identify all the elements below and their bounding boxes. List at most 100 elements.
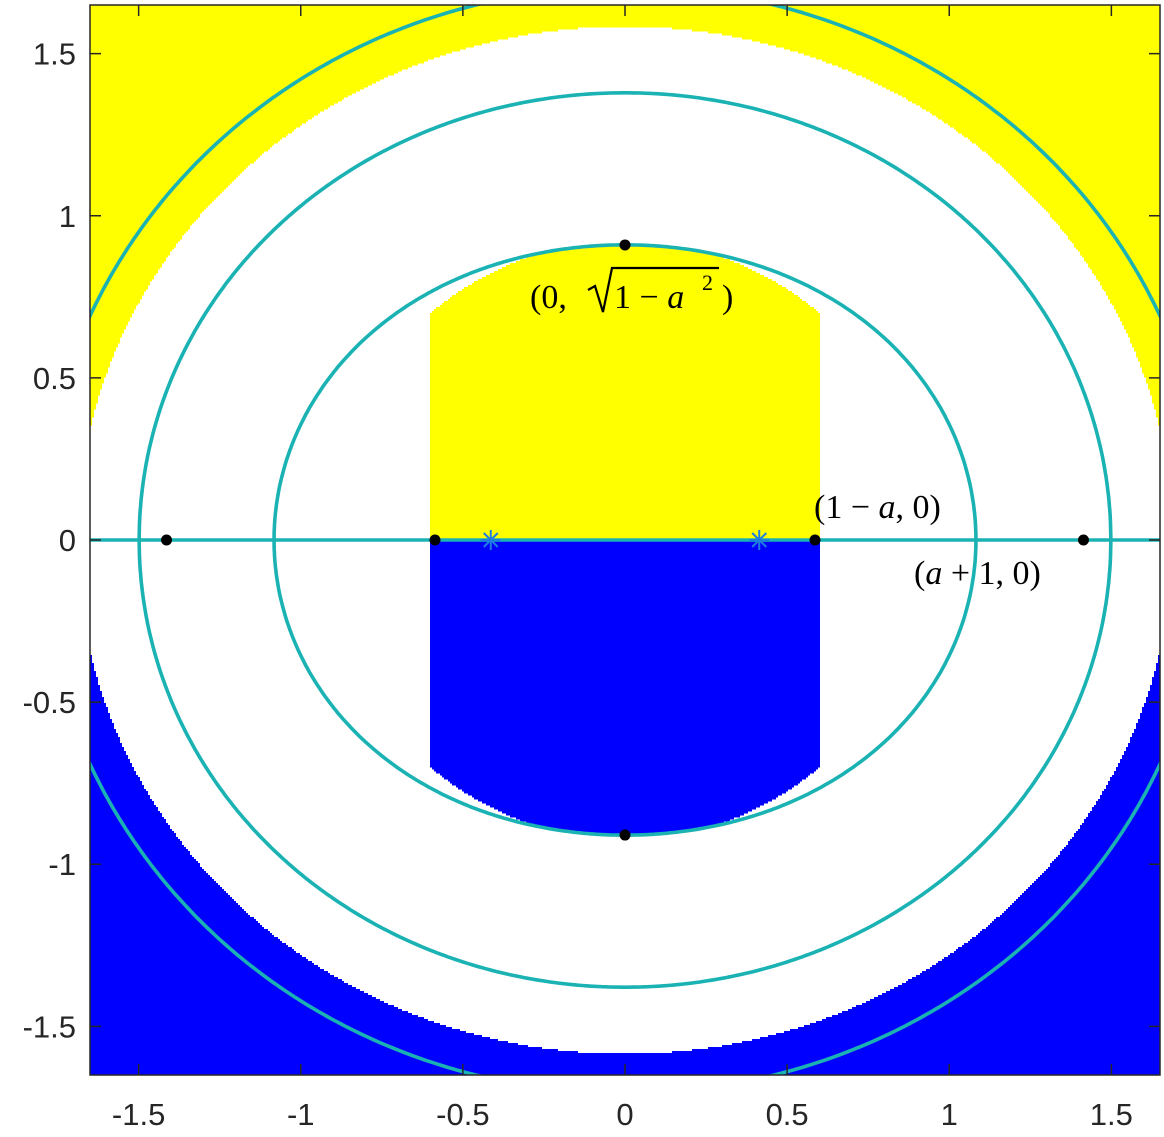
region-cell	[430, 465, 820, 468]
region-cell	[430, 751, 820, 754]
region-cell	[1032, 883, 1160, 886]
region-cell	[430, 487, 820, 490]
region-cell	[90, 261, 164, 264]
region-cell	[972, 141, 1160, 144]
region-cell	[430, 711, 820, 714]
region-cell	[90, 311, 134, 314]
filled-regions	[90, 5, 1160, 1075]
region-cell	[430, 445, 820, 448]
region-cell	[954, 127, 1160, 130]
region-cell	[1128, 745, 1160, 748]
data-point	[619, 239, 631, 251]
region-cell	[90, 711, 108, 714]
region-cell	[90, 949, 294, 952]
region-cell	[90, 271, 158, 274]
region-cell	[1084, 821, 1160, 824]
region-cell	[430, 483, 820, 486]
region-cell	[1156, 415, 1160, 418]
region-cell	[1154, 407, 1160, 410]
region-cell	[1122, 323, 1160, 326]
region-cell	[1144, 375, 1160, 378]
region-cell	[90, 751, 126, 754]
region-cell	[90, 19, 1160, 22]
region-cell	[90, 281, 150, 284]
region-cell	[90, 725, 114, 728]
region-cell	[430, 367, 820, 370]
region-cell	[790, 1029, 1160, 1032]
region-cell	[90, 681, 98, 684]
region-cell	[430, 617, 820, 620]
region-cell	[90, 663, 94, 666]
region-cell	[90, 407, 96, 410]
region-cell	[922, 971, 1160, 974]
region-cell	[90, 343, 118, 346]
region-cell	[90, 95, 348, 98]
region-cell	[430, 357, 820, 360]
region-cell	[90, 27, 578, 30]
region-cell	[1114, 305, 1160, 308]
region-cell	[430, 747, 820, 750]
region-cell	[768, 1035, 1160, 1038]
region-cell	[1146, 379, 1160, 382]
region-cell	[978, 933, 1160, 936]
region-cell	[90, 147, 270, 150]
region-cell	[1120, 317, 1160, 320]
region-cell	[90, 955, 302, 958]
region-cell	[90, 335, 122, 338]
y-tick-label: 0.5	[33, 361, 76, 396]
region-cell	[90, 129, 294, 132]
region-cell	[90, 327, 126, 330]
region-cell	[1142, 709, 1160, 712]
region-cell	[1034, 881, 1160, 884]
region-cell	[90, 971, 328, 974]
region-cell	[948, 955, 1160, 958]
region-cell	[430, 361, 820, 364]
region-cell	[90, 721, 112, 724]
region-cell	[1150, 389, 1160, 392]
level-curve-far	[90, 5, 1160, 1075]
region-cell	[1058, 223, 1160, 226]
region-cell	[90, 367, 108, 370]
region-cell	[1142, 707, 1160, 710]
region-cell	[908, 99, 1160, 102]
region-cell	[90, 809, 158, 812]
region-cell	[1130, 341, 1160, 344]
region-cell	[1118, 765, 1160, 768]
region-cell	[430, 469, 820, 472]
region-cell	[90, 755, 128, 758]
region-cell	[430, 731, 820, 734]
region-cell	[430, 319, 820, 322]
region-cell	[90, 729, 116, 732]
region-cell	[1104, 289, 1160, 292]
region-cell	[430, 493, 820, 496]
region-cell	[1030, 193, 1160, 196]
region-cell	[1082, 823, 1160, 826]
region-cell	[430, 599, 820, 602]
region-cell	[430, 471, 820, 474]
region-cell	[90, 73, 394, 76]
region-cell	[430, 397, 820, 400]
region-cell	[90, 873, 208, 876]
region-cell	[430, 585, 820, 588]
y-tick-label: 0	[59, 523, 76, 558]
region-cell	[1018, 181, 1160, 184]
region-cell	[1008, 907, 1160, 910]
region-cell	[1084, 259, 1160, 262]
region-cell	[90, 181, 232, 184]
region-cell	[1126, 749, 1160, 752]
region-cell	[90, 947, 292, 950]
region-cell	[822, 1019, 1160, 1022]
region-cell	[90, 723, 114, 726]
region-cell	[430, 443, 820, 446]
region-cell	[432, 767, 818, 770]
region-cell	[1000, 163, 1160, 166]
region-cell	[90, 143, 274, 146]
region-cell	[430, 701, 820, 704]
region-cell	[90, 799, 152, 802]
region-cell	[90, 23, 1160, 26]
region-cell	[430, 401, 820, 404]
region-cell	[1106, 291, 1160, 294]
region-cell	[430, 343, 820, 346]
region-cell	[90, 289, 146, 292]
region-cell	[950, 953, 1160, 956]
